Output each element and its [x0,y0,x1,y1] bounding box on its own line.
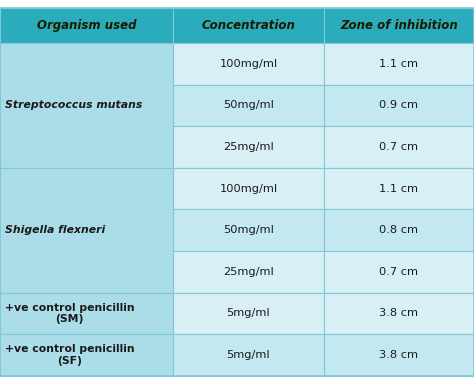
Bar [324,209,474,251]
Text: 0.7 cm: 0.7 cm [379,267,419,277]
Text: 25mg/ml: 25mg/ml [223,267,274,277]
Bar [173,85,324,126]
Bar [324,293,474,334]
Bar [173,293,324,334]
Bar [173,334,324,376]
Bar [173,251,324,293]
Text: 5mg/ml: 5mg/ml [227,308,270,318]
Bar [173,126,324,168]
Text: Shigella flexneri: Shigella flexneri [5,225,105,235]
Bar [324,85,474,126]
Bar [324,126,474,168]
Bar [324,8,474,43]
Text: Organism used: Organism used [37,19,136,32]
Text: 50mg/ml: 50mg/ml [223,100,274,110]
Text: 5mg/ml: 5mg/ml [227,350,270,360]
Bar [173,8,324,43]
Text: +ve control penicillin
(SM): +ve control penicillin (SM) [5,303,134,324]
Bar [173,43,324,85]
Text: 0.7 cm: 0.7 cm [379,142,419,152]
Text: 0.9 cm: 0.9 cm [379,100,419,110]
Bar [0,293,173,334]
Bar [173,209,324,251]
Bar [0,43,173,168]
Text: 3.8 cm: 3.8 cm [379,350,419,360]
Text: 1.1 cm: 1.1 cm [379,59,419,69]
Bar [0,334,173,376]
Text: 1.1 cm: 1.1 cm [379,184,419,194]
Text: Zone of inhibition: Zone of inhibition [340,19,458,32]
Bar [173,168,324,209]
Text: 0.8 cm: 0.8 cm [379,225,419,235]
Bar [324,43,474,85]
Text: Streptococcus mutans: Streptococcus mutans [5,100,142,110]
Text: 100mg/ml: 100mg/ml [219,184,277,194]
Text: 3.8 cm: 3.8 cm [379,308,419,318]
Text: Concentration: Concentration [201,19,295,32]
Text: 100mg/ml: 100mg/ml [219,59,277,69]
Text: +ve control penicillin
(SF): +ve control penicillin (SF) [5,344,134,366]
Text: 25mg/ml: 25mg/ml [223,142,274,152]
Bar [324,251,474,293]
Bar [324,168,474,209]
Bar [0,168,173,293]
Text: 50mg/ml: 50mg/ml [223,225,274,235]
Bar [324,334,474,376]
Bar [0,8,173,43]
